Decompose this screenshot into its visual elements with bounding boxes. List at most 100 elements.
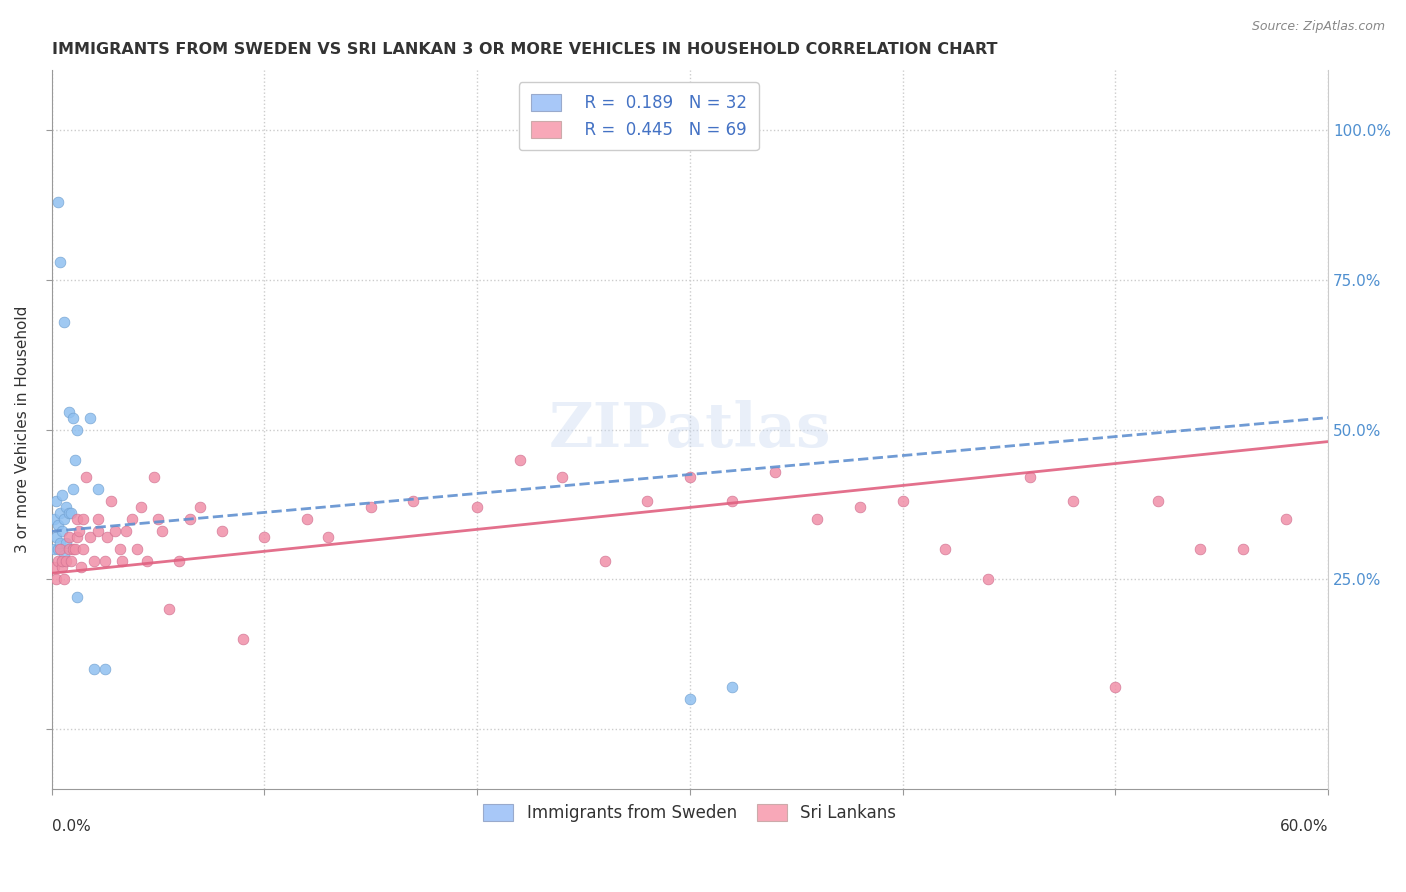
Point (142, 470, 165, 484)
Point (891, 494, 914, 508)
Point (1019, 470, 1042, 484)
Point (121, 512, 143, 526)
Point (636, 494, 658, 508)
Point (49, 542, 72, 557)
Point (253, 530, 276, 544)
Point (45, 572, 67, 586)
Point (157, 602, 180, 616)
Point (721, 680, 744, 694)
Point (67, 524, 90, 539)
Point (295, 512, 318, 526)
Point (55, 554, 77, 568)
Point (49, 507, 72, 521)
Point (45, 494, 67, 508)
Point (46, 542, 69, 557)
Point (42, 560, 65, 574)
Point (53, 572, 76, 586)
Point (63, 452, 86, 467)
Point (49, 255, 72, 269)
Point (58, 507, 80, 521)
Point (360, 500, 382, 515)
Point (83, 554, 105, 568)
Point (46, 518, 69, 533)
Point (1062, 494, 1084, 508)
Point (551, 470, 574, 484)
Point (115, 524, 138, 539)
Point (66, 591, 89, 605)
Point (79, 410, 101, 425)
Text: ZIPatlas: ZIPatlas (548, 400, 831, 459)
Point (58, 530, 80, 544)
Point (70, 560, 93, 574)
Text: 60.0%: 60.0% (1279, 819, 1329, 834)
Point (59, 554, 82, 568)
Point (849, 500, 872, 515)
Point (46, 195, 69, 210)
Point (87, 483, 110, 497)
Point (93, 662, 115, 676)
Point (62, 483, 84, 497)
Point (593, 554, 616, 568)
Point (75, 470, 97, 484)
Point (42, 512, 65, 526)
Point (83, 662, 105, 676)
Point (1147, 494, 1170, 508)
Point (465, 500, 488, 515)
Point (53, 315, 76, 329)
Point (934, 542, 956, 557)
Text: 0.0%: 0.0% (52, 819, 90, 834)
Point (53, 512, 76, 526)
Point (59, 507, 82, 521)
Point (146, 512, 169, 526)
Point (55, 536, 77, 550)
Point (179, 512, 201, 526)
Legend: Immigrants from Sweden, Sri Lankans: Immigrants from Sweden, Sri Lankans (475, 796, 904, 830)
Point (62, 410, 84, 425)
Point (51, 560, 73, 574)
Point (55, 500, 77, 515)
Point (51, 524, 73, 539)
Point (679, 470, 702, 484)
Point (190, 500, 212, 515)
Point (49, 536, 72, 550)
Y-axis label: 3 or more Vehicles in Household: 3 or more Vehicles in Household (15, 306, 30, 553)
Point (150, 524, 173, 539)
Point (100, 494, 122, 508)
Point (66, 423, 89, 437)
Point (1104, 680, 1126, 694)
Text: IMMIGRANTS FROM SWEDEN VS SRI LANKAN 3 OR MORE VEHICLES IN HOUSEHOLD CORRELATION: IMMIGRANTS FROM SWEDEN VS SRI LANKAN 3 O… (52, 42, 997, 57)
Point (45, 530, 67, 544)
Point (108, 542, 131, 557)
Point (62, 542, 84, 557)
Point (1189, 542, 1212, 557)
Point (211, 524, 233, 539)
Point (96, 530, 118, 544)
Point (51, 488, 73, 502)
Point (53, 549, 76, 563)
Point (72, 542, 94, 557)
Point (509, 452, 531, 467)
Point (79, 530, 101, 544)
Point (87, 512, 110, 526)
Point (66, 512, 89, 526)
Point (125, 542, 148, 557)
Point (58, 404, 80, 418)
Point (1274, 512, 1296, 526)
Point (72, 512, 94, 526)
Point (232, 632, 254, 647)
Point (129, 500, 152, 515)
Point (51, 554, 73, 568)
Point (111, 554, 134, 568)
Point (402, 494, 425, 508)
Point (679, 692, 702, 706)
Point (104, 524, 127, 539)
Point (42, 542, 65, 557)
Point (721, 494, 744, 508)
Point (167, 554, 190, 568)
Point (316, 530, 339, 544)
Point (1232, 542, 1254, 557)
Point (763, 465, 786, 479)
Point (806, 512, 828, 526)
Point (46, 554, 69, 568)
Text: Source: ZipAtlas.com: Source: ZipAtlas.com (1251, 20, 1385, 33)
